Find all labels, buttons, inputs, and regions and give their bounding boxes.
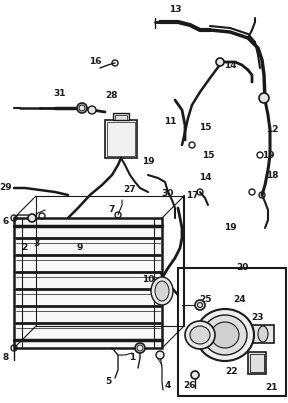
Text: 4: 4 <box>165 380 171 390</box>
Circle shape <box>216 58 224 66</box>
Text: 21: 21 <box>266 384 278 393</box>
Text: 7: 7 <box>109 206 115 214</box>
Text: 9: 9 <box>77 243 83 253</box>
Text: 15: 15 <box>202 150 214 160</box>
Text: 24: 24 <box>234 295 246 305</box>
Text: 31: 31 <box>54 89 66 98</box>
Text: 29: 29 <box>0 183 12 193</box>
Circle shape <box>28 214 36 222</box>
Text: 19: 19 <box>262 150 274 160</box>
Text: 10: 10 <box>142 276 154 285</box>
Bar <box>248 352 266 374</box>
Ellipse shape <box>196 309 254 361</box>
Text: 3: 3 <box>33 239 39 247</box>
Text: 19: 19 <box>142 158 154 166</box>
Ellipse shape <box>151 277 173 305</box>
Text: 27: 27 <box>124 185 136 195</box>
Text: 13: 13 <box>169 6 181 15</box>
Circle shape <box>156 351 164 359</box>
Text: 1: 1 <box>129 353 135 363</box>
Text: 20: 20 <box>236 264 248 272</box>
Text: 16: 16 <box>89 58 101 66</box>
Bar <box>14 218 162 348</box>
Circle shape <box>259 93 269 103</box>
Text: 18: 18 <box>266 170 278 179</box>
Bar <box>178 268 286 396</box>
Circle shape <box>191 371 199 379</box>
Text: 11: 11 <box>164 118 176 127</box>
Text: 28: 28 <box>106 91 118 100</box>
Circle shape <box>77 103 87 113</box>
Bar <box>113 113 129 120</box>
Ellipse shape <box>155 281 169 301</box>
Ellipse shape <box>258 326 268 342</box>
Text: 23: 23 <box>252 314 264 322</box>
Bar <box>115 115 127 120</box>
Text: 25: 25 <box>199 295 211 305</box>
Text: 5: 5 <box>105 378 111 386</box>
Text: 22: 22 <box>226 368 238 376</box>
Bar <box>107 122 135 156</box>
Text: 17: 17 <box>186 191 198 199</box>
Text: 6: 6 <box>3 218 9 226</box>
Text: 14: 14 <box>224 60 236 69</box>
Text: 12: 12 <box>266 125 278 135</box>
Text: 19: 19 <box>224 224 236 233</box>
Ellipse shape <box>190 326 210 344</box>
Text: 8: 8 <box>3 353 9 363</box>
Bar <box>250 354 264 372</box>
Circle shape <box>88 106 96 114</box>
Bar <box>252 325 274 343</box>
Circle shape <box>135 343 145 353</box>
Ellipse shape <box>203 315 247 355</box>
Text: 15: 15 <box>199 123 211 133</box>
Text: 26: 26 <box>184 380 196 390</box>
Circle shape <box>195 300 205 310</box>
Ellipse shape <box>185 321 215 349</box>
Text: 2: 2 <box>21 243 27 251</box>
Bar <box>105 120 137 158</box>
Ellipse shape <box>211 322 239 348</box>
Text: 30: 30 <box>162 189 174 197</box>
Text: 14: 14 <box>199 174 211 183</box>
